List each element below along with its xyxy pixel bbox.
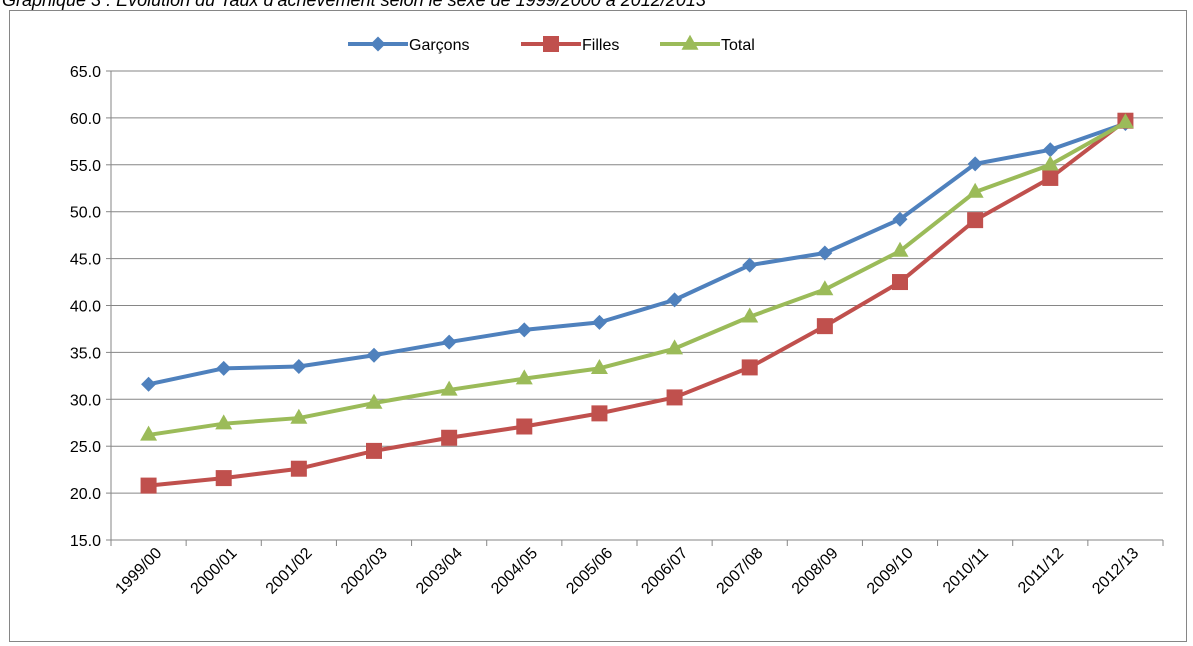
- data-point: [440, 380, 458, 396]
- data-point: [515, 369, 533, 385]
- data-point: [741, 307, 759, 323]
- x-tick-label: 2000/01: [188, 545, 241, 598]
- y-tick-labels: 15.0 20.0 25.0 30.0 35.0 40.0 45.0 50.0 55.0 60.0…: [70, 64, 101, 550]
- chart-area: 15.0 20.0 25.0 30.0 35.0 40.0 45.0 50.0 55.0 60.0…: [9, 10, 1187, 642]
- series-line: [148, 120, 1127, 437]
- y-tick-label: 30.0: [70, 392, 101, 409]
- data-point: [1042, 169, 1059, 186]
- x-tick-label: 2010/11: [940, 545, 992, 597]
- legend-item: Garçons: [348, 36, 469, 54]
- legend-label: Filles: [582, 37, 619, 54]
- y-tick-label: 25.0: [70, 439, 101, 456]
- axes: [106, 70, 1164, 546]
- x-tick-label: 2005/06: [563, 545, 616, 598]
- y-tick-label: 45.0: [70, 252, 101, 269]
- data-point: [1042, 142, 1058, 158]
- data-point: [215, 414, 233, 430]
- legend-marker: [543, 36, 559, 52]
- x-tick-label: 2001/02: [263, 545, 316, 598]
- data-point: [666, 389, 683, 406]
- x-tick-label: 2008/09: [789, 545, 842, 598]
- x-tick-label: 2004/05: [488, 545, 541, 598]
- x-tick-labels: 1999/00 2000/01 2001/02 2002/03 2003/04 2004/…: [112, 545, 1142, 598]
- data-point: [966, 182, 984, 198]
- legend-item: Filles: [521, 36, 619, 54]
- series-line: [148, 121, 1127, 387]
- x-tick-label: 2012/13: [1089, 545, 1142, 598]
- data-point: [215, 470, 232, 487]
- y-tick-label: 50.0: [70, 205, 101, 222]
- data-point: [140, 425, 158, 441]
- gridlines: [111, 70, 1163, 541]
- data-point: [967, 212, 984, 229]
- data-point: [365, 393, 383, 409]
- x-tick-label: 2006/07: [638, 545, 691, 598]
- y-tick-label: 55.0: [70, 158, 101, 175]
- legend-label: Total: [721, 37, 755, 54]
- data-point: [892, 274, 908, 291]
- data-point: [667, 292, 683, 308]
- data-point: [141, 376, 157, 392]
- data-point: [741, 359, 758, 376]
- line-chart: 15.0 20.0 25.0 30.0 35.0 40.0 45.0 50.0 55.0 60.0…: [70, 34, 1164, 598]
- data-point: [1116, 113, 1134, 129]
- data-point: [967, 156, 983, 172]
- y-tick-label: 60.0: [70, 111, 101, 128]
- y-tick-label: 65.0: [70, 64, 101, 81]
- legend-marker: [370, 36, 386, 52]
- data-point: [816, 318, 833, 335]
- data-point: [892, 211, 908, 227]
- y-tick-label: 15.0: [70, 533, 101, 550]
- chart-caption: Graphique 3 : Evolution du Taux d’achève…: [2, 0, 706, 10]
- data-point: [366, 442, 382, 459]
- x-tick-label: 2002/03: [338, 545, 391, 598]
- y-tick-label: 40.0: [70, 299, 101, 316]
- data-point: [140, 477, 157, 494]
- data-point: [1041, 155, 1059, 171]
- legend-marker: [681, 34, 699, 50]
- legend-label: Garçons: [409, 37, 469, 54]
- x-tick-label: 2009/10: [864, 545, 917, 598]
- x-tick-label: 2011/12: [1015, 545, 1067, 597]
- series-garçons: [141, 116, 1133, 392]
- series: [140, 112, 1134, 494]
- series-total: [140, 113, 1134, 441]
- legend-item: Total: [660, 34, 755, 54]
- data-point: [366, 347, 382, 363]
- data-point: [516, 418, 533, 435]
- data-point: [591, 314, 607, 330]
- series-line: [148, 119, 1127, 488]
- legend: Garçons Filles Total: [348, 34, 755, 54]
- data-point: [216, 360, 232, 376]
- data-point: [666, 339, 684, 355]
- data-point: [290, 408, 308, 424]
- data-point: [591, 405, 608, 422]
- data-point: [891, 241, 909, 257]
- y-tick-label: 20.0: [70, 486, 101, 503]
- x-tick-label: 2007/08: [714, 545, 767, 598]
- data-point: [817, 245, 833, 261]
- data-point: [290, 460, 307, 477]
- data-point: [441, 334, 457, 350]
- data-point: [742, 257, 758, 273]
- x-tick-label: 2003/04: [413, 545, 466, 598]
- y-tick-label: 35.0: [70, 345, 101, 362]
- data-point: [516, 322, 532, 338]
- series-filles: [140, 112, 1134, 494]
- data-point: [816, 280, 834, 296]
- x-tick-label: 1999/00: [112, 545, 165, 598]
- data-point: [441, 429, 458, 446]
- data-point: [291, 358, 307, 374]
- data-point: [590, 359, 608, 375]
